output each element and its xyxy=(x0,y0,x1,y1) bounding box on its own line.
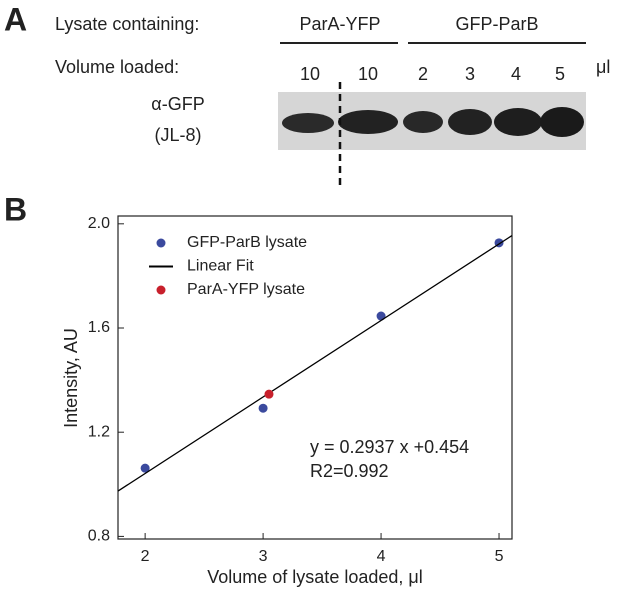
point xyxy=(258,403,268,413)
y-tick-label: 1.6 xyxy=(88,319,110,336)
volume: 10 xyxy=(358,64,378,84)
antibody-clone: (JL-8) xyxy=(154,125,201,145)
row-label: Lysate containing: xyxy=(55,14,199,34)
panel-label: B xyxy=(4,191,27,227)
panel-label: A xyxy=(4,1,27,37)
x-axis-title: Volume of lysate loaded, μl xyxy=(207,567,423,587)
y-tick-label: 0.8 xyxy=(88,528,110,545)
blot xyxy=(278,92,586,150)
x-tick-label: 4 xyxy=(377,548,386,565)
x-tick-label: 2 xyxy=(141,548,150,565)
fit-line xyxy=(117,234,513,492)
legend-label: Linear Fit xyxy=(187,258,254,275)
group-label: GFP-ParB xyxy=(455,14,538,34)
annotation: R2=0.992 xyxy=(310,461,389,481)
y-axis-title: Intensity, AU xyxy=(61,328,81,428)
volume: 2 xyxy=(418,64,428,84)
x-tick-label: 5 xyxy=(495,548,504,565)
point xyxy=(264,389,274,399)
y-tick-label: 2.0 xyxy=(88,215,110,232)
legend-label: GFP-ParB lysate xyxy=(187,234,307,251)
legend-label: ParA-YFP lysate xyxy=(187,281,305,298)
x-tick-label: 3 xyxy=(259,548,268,565)
volume: 10 xyxy=(300,64,320,84)
point xyxy=(140,463,150,473)
annotation: y = 0.2937 x +0.454 xyxy=(310,437,469,457)
unit: μl xyxy=(596,57,610,77)
volume: 3 xyxy=(465,64,475,84)
y-tick-label: 1.2 xyxy=(88,423,110,440)
group-label: ParA-YFP xyxy=(299,14,380,34)
legend-marker xyxy=(156,285,166,295)
volume: 4 xyxy=(511,64,521,84)
legend-marker xyxy=(156,238,166,248)
plot-frame xyxy=(117,215,513,540)
row-label: Volume loaded: xyxy=(55,57,179,77)
volume: 5 xyxy=(555,64,565,84)
antibody: α-GFP xyxy=(151,94,204,114)
